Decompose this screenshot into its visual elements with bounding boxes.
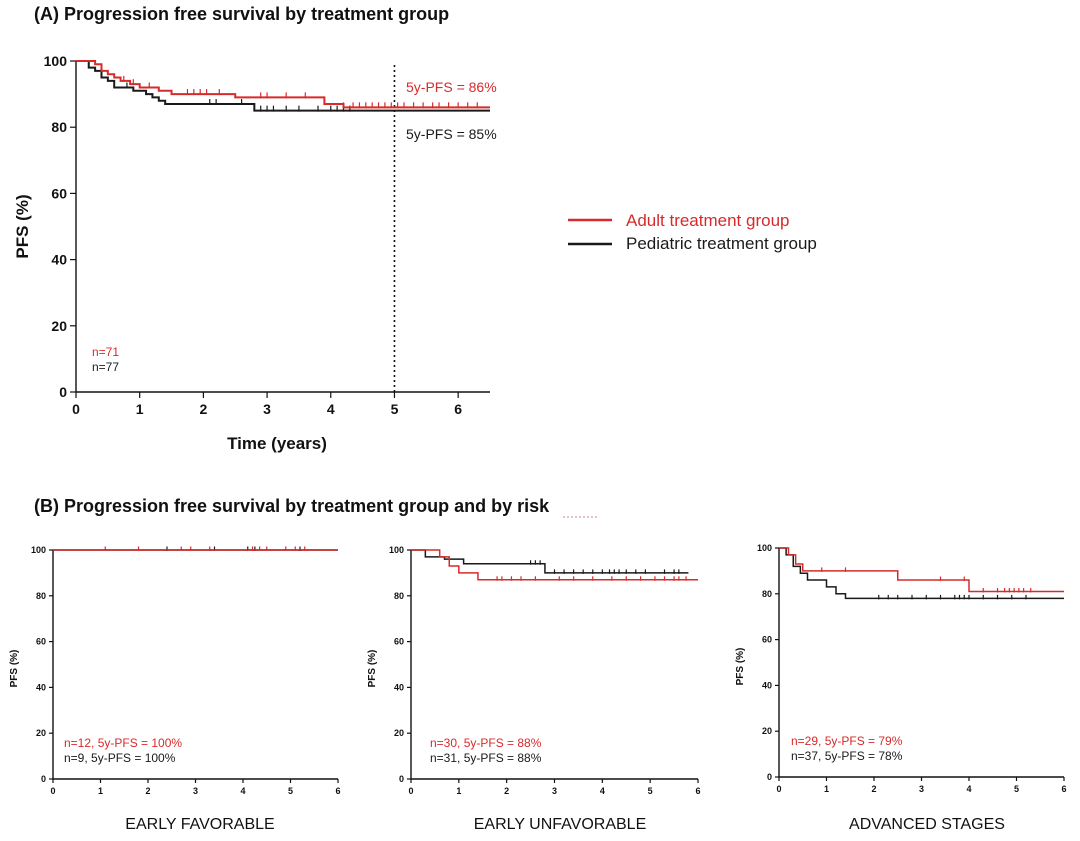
x-tick-label: 1 [98, 786, 103, 796]
x-tick-label: 3 [193, 786, 198, 796]
chart-early-favorable: 0 20 40 60 80 100 0 1 2 3 4 5 6 PFS (%) EARLY FAVORABL… [9, 545, 341, 833]
panel-b-title: (B) Progression free survival by treatme… [34, 496, 550, 516]
pediatric-survival-line [411, 549, 689, 574]
x-tick-label: 5 [1014, 784, 1019, 794]
pediatric-survival-line [76, 60, 490, 112]
x-tick-label: 2 [504, 786, 509, 796]
y-tick-label: 60 [394, 637, 404, 647]
adult-n-pfs-label: n=30, 5y-PFS = 88% [430, 736, 542, 750]
x-tick-label: 3 [552, 786, 557, 796]
y-tick-label: 60 [36, 637, 46, 647]
x-tick-label: 5 [391, 401, 399, 417]
adult-survival-line [779, 547, 1064, 593]
subplot-title: EARLY FAVORABLE [125, 816, 274, 833]
y-axis-label: PFS (%) [9, 650, 20, 688]
y-axis-label: PFS (%) [735, 648, 746, 686]
x-tick-label: 1 [136, 401, 144, 417]
legend-pediatric-label: Pediatric treatment group [626, 234, 817, 253]
x-axis-label: Time (years) [227, 434, 327, 453]
x-tick-label: 2 [145, 786, 150, 796]
x-tick-label: 6 [695, 786, 700, 796]
x-tick-label: 0 [72, 401, 80, 417]
y-tick-label: 100 [389, 545, 404, 555]
y-tick-label: 20 [762, 726, 772, 736]
y-tick-label: 0 [767, 772, 772, 782]
x-tick-label: 6 [335, 786, 340, 796]
legend-adult-label: Adult treatment group [626, 211, 789, 230]
y-tick-label: 20 [36, 728, 46, 738]
subplot-title: EARLY UNFAVORABLE [474, 816, 647, 833]
adult-n-label: n=71 [92, 345, 119, 359]
x-tick-label: 3 [263, 401, 271, 417]
y-tick-label: 100 [757, 543, 772, 553]
y-tick-label: 20 [394, 728, 404, 738]
y-tick-label: 80 [36, 591, 46, 601]
pediatric-n-pfs-label: n=37, 5y-PFS = 78% [791, 749, 903, 763]
chart-a: 0 20 40 60 80 100 0 1 2 3 4 5 6 PFS (%) Time (years) 5y… [13, 53, 817, 453]
pediatric-n-label: n=77 [92, 360, 119, 374]
y-axis-label: PFS (%) [367, 650, 378, 688]
y-tick-label: 60 [762, 635, 772, 645]
x-tick-label: 4 [327, 401, 335, 417]
x-tick-label: 6 [1061, 784, 1066, 794]
chart-advanced-stages: 0 20 40 60 80 100 0 1 2 3 4 5 6 PFS (%) ADVANCED STAGE… [735, 543, 1067, 833]
y-tick-label: 80 [394, 591, 404, 601]
x-tick-label: 2 [871, 784, 876, 794]
y-tick-label: 100 [44, 53, 68, 69]
pediatric-n-pfs-label: n=9, 5y-PFS = 100% [64, 751, 176, 765]
adult-5y-pfs-annotation: 5y-PFS = 86% [406, 79, 497, 95]
y-axis-label: PFS (%) [13, 194, 32, 258]
y-tick-label: 40 [762, 680, 772, 690]
adult-n-pfs-label: n=29, 5y-PFS = 79% [791, 734, 903, 748]
x-tick-label: 3 [919, 784, 924, 794]
x-tick-label: 5 [648, 786, 653, 796]
pediatric-5y-pfs-annotation: 5y-PFS = 85% [406, 126, 497, 142]
adult-survival-line [411, 549, 698, 581]
x-tick-label: 4 [966, 784, 971, 794]
y-tick-label: 0 [399, 774, 404, 784]
x-tick-label: 0 [408, 786, 413, 796]
pediatric-n-pfs-label: n=31, 5y-PFS = 88% [430, 751, 542, 765]
y-tick-label: 40 [36, 682, 46, 692]
x-tick-label: 0 [776, 784, 781, 794]
y-tick-label: 80 [51, 119, 67, 135]
x-tick-label: 5 [288, 786, 293, 796]
y-tick-label: 0 [41, 774, 46, 784]
x-tick-label: 1 [456, 786, 461, 796]
x-tick-label: 4 [240, 786, 245, 796]
x-tick-label: 6 [454, 401, 462, 417]
y-tick-label: 60 [51, 185, 67, 201]
x-tick-label: 4 [600, 786, 605, 796]
subplot-title: ADVANCED STAGES [849, 816, 1005, 833]
x-tick-label: 1 [824, 784, 829, 794]
y-tick-label: 40 [394, 682, 404, 692]
chart-early-unfavorable: 0 20 40 60 80 100 0 1 2 3 4 5 6 PFS (%) EARLY UNFAVORA… [367, 545, 701, 833]
panel-a-title: (A) Progression free survival by treatme… [34, 4, 449, 24]
y-tick-label: 0 [59, 384, 67, 400]
adult-survival-line [76, 60, 490, 109]
y-tick-label: 100 [31, 545, 46, 555]
y-tick-label: 40 [51, 252, 67, 268]
y-tick-label: 20 [51, 318, 67, 334]
y-tick-label: 80 [762, 589, 772, 599]
adult-n-pfs-label: n=12, 5y-PFS = 100% [64, 736, 182, 750]
x-tick-label: 0 [50, 786, 55, 796]
x-tick-label: 2 [199, 401, 207, 417]
